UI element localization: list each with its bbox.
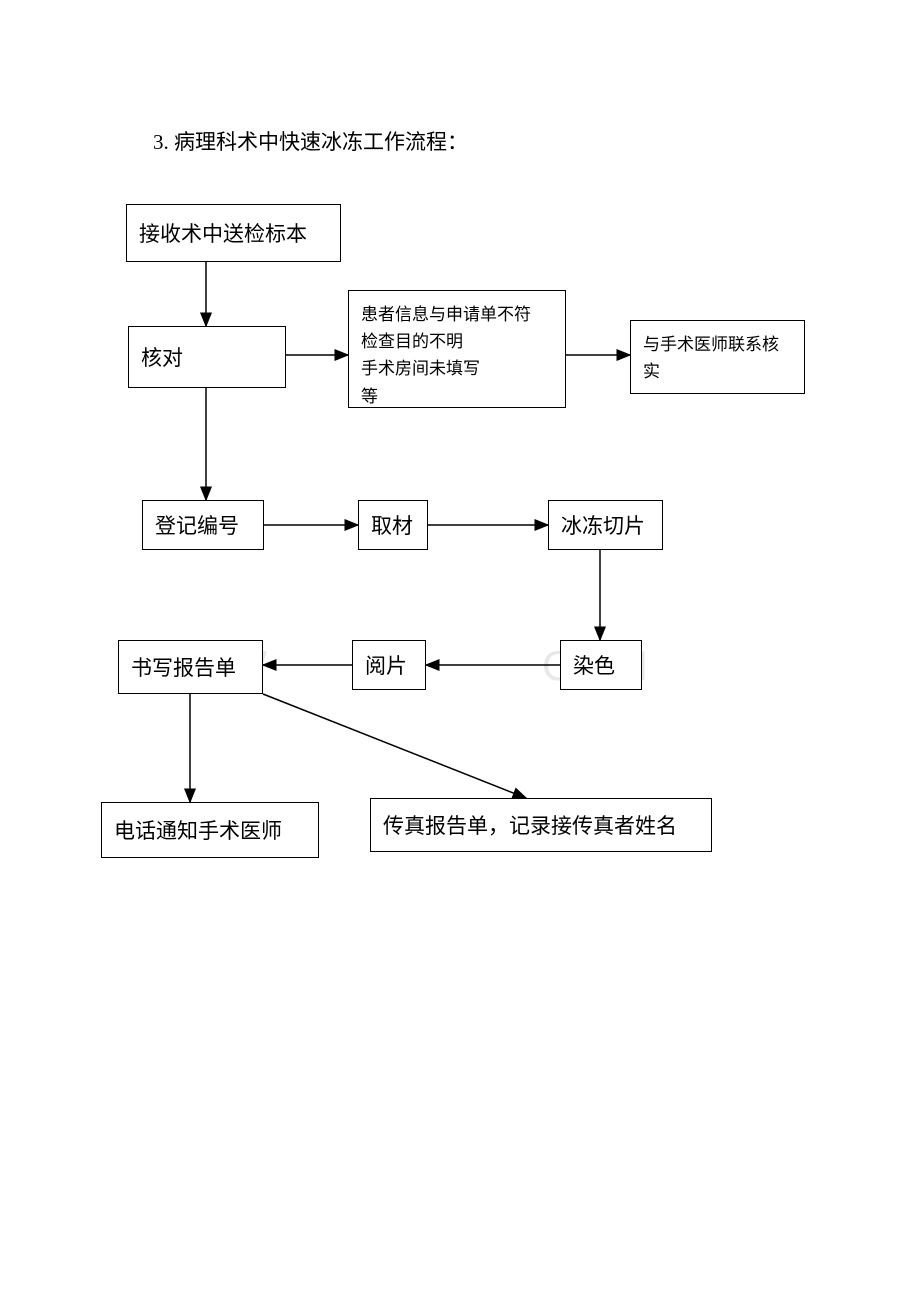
- node-register: 登记编号: [142, 500, 264, 550]
- node-issue: 患者信息与申请单不符检查目的不明手术房间未填写等: [348, 290, 566, 408]
- node-stain-label: 染色: [573, 650, 615, 680]
- node-frozen: 冰冻切片: [548, 500, 663, 550]
- node-register-label: 登记编号: [155, 510, 239, 540]
- node-phone-label: 电话通知手术医师: [114, 815, 282, 845]
- node-fax: 传真报告单，记录接传真者姓名: [370, 798, 712, 852]
- node-read: 阅片: [352, 640, 426, 690]
- node-receive: 接收术中送检标本: [126, 204, 341, 262]
- node-report-label: 书写报告单: [131, 652, 236, 682]
- node-receive-label: 接收术中送检标本: [139, 218, 307, 248]
- node-verify: 核对: [128, 326, 286, 388]
- node-report: 书写报告单: [118, 640, 263, 694]
- node-stain: 染色: [560, 640, 642, 690]
- node-sample-label: 取材: [371, 510, 413, 540]
- node-sample: 取材: [358, 500, 428, 550]
- node-verify-label: 核对: [141, 342, 183, 372]
- node-read-label: 阅片: [365, 650, 407, 680]
- node-fax-label: 传真报告单，记录接传真者姓名: [383, 810, 677, 840]
- node-phone: 电话通知手术医师: [101, 802, 319, 858]
- node-contact: 与手术医师联系核实: [630, 320, 805, 394]
- node-frozen-label: 冰冻切片: [561, 510, 645, 540]
- page-title: 3. 病理科术中快速冰冻工作流程：: [153, 126, 468, 156]
